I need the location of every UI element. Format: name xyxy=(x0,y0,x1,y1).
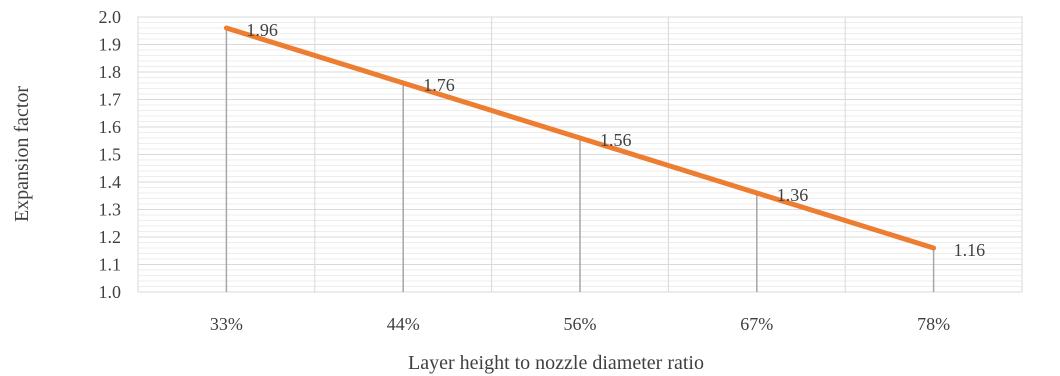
y-axis-tick-labels: 1.0 1.1 1.2 1.3 1.4 1.5 1.6 1.7 1.8 1.9 2.0 xyxy=(99,7,122,302)
y-tick-label: 2.0 xyxy=(99,7,122,27)
y-tick-label: 1.1 xyxy=(99,255,122,275)
y-tick-label: 1.7 xyxy=(99,90,122,110)
data-label: 1.56 xyxy=(600,130,632,150)
y-tick-label: 1.8 xyxy=(99,62,122,82)
y-tick-label: 1.4 xyxy=(99,172,122,192)
y-tick-label: 1.0 xyxy=(99,282,122,302)
data-label: 1.36 xyxy=(777,185,809,205)
data-label: 1.76 xyxy=(423,75,455,95)
x-tick-label: 56% xyxy=(564,314,597,334)
y-tick-label: 1.2 xyxy=(99,227,122,247)
x-tick-label: 78% xyxy=(917,314,950,334)
x-axis-tick-labels: 33% 44% 56% 67% 78% xyxy=(210,314,950,334)
x-axis-title: Layer height to nozzle diameter ratio xyxy=(408,352,704,374)
y-axis-title: Expansion factor xyxy=(11,86,33,222)
series-polyline xyxy=(223,25,937,251)
y-tick-label: 1.5 xyxy=(99,145,122,165)
x-tick-label: 44% xyxy=(387,314,420,334)
x-tick-label: 67% xyxy=(740,314,773,334)
y-tick-label: 1.9 xyxy=(99,35,122,55)
y-tick-label: 1.6 xyxy=(99,117,122,137)
y-tick-label: 1.3 xyxy=(99,200,122,220)
x-tick-label: 33% xyxy=(210,314,243,334)
data-labels: 1.96 1.76 1.56 1.36 1.16 xyxy=(246,20,985,260)
data-label: 1.96 xyxy=(246,20,278,40)
series-line xyxy=(223,25,937,251)
data-label: 1.16 xyxy=(954,240,986,260)
drop-lines xyxy=(225,28,935,292)
